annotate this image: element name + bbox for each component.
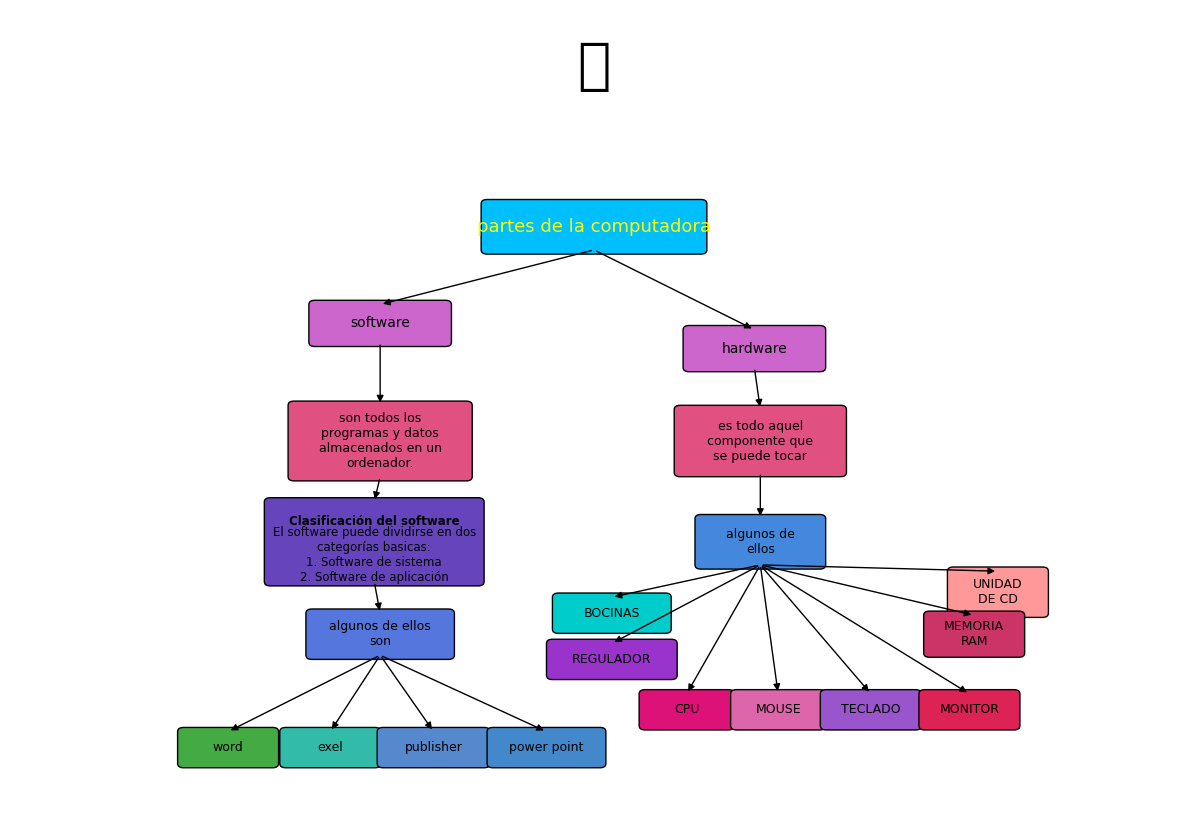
Text: 🖥: 🖥 xyxy=(577,40,611,94)
Text: UNIDAD
DE CD: UNIDAD DE CD xyxy=(973,578,1023,606)
Text: MONITOR: MONITOR xyxy=(940,703,999,717)
FancyBboxPatch shape xyxy=(264,497,485,586)
FancyBboxPatch shape xyxy=(947,567,1048,617)
Text: word: word xyxy=(213,741,244,754)
FancyBboxPatch shape xyxy=(731,690,826,730)
FancyBboxPatch shape xyxy=(178,727,278,768)
FancyBboxPatch shape xyxy=(378,727,489,768)
FancyBboxPatch shape xyxy=(695,514,826,570)
FancyBboxPatch shape xyxy=(546,639,677,680)
Text: publisher: publisher xyxy=(405,741,462,754)
Text: Clasificación del software: Clasificación del software xyxy=(289,516,460,528)
FancyBboxPatch shape xyxy=(639,690,734,730)
Text: software: software xyxy=(350,317,410,330)
FancyBboxPatch shape xyxy=(552,593,671,633)
FancyBboxPatch shape xyxy=(287,402,472,480)
Text: son todos los
programas y datos
almacenados en un
ordenador.: son todos los programas y datos almacena… xyxy=(318,412,442,470)
Text: es todo aquel
componente que
se puede tocar: es todo aquel componente que se puede to… xyxy=(707,419,814,463)
Text: algunos de ellos
son: algunos de ellos son xyxy=(329,620,431,648)
FancyBboxPatch shape xyxy=(307,609,454,659)
Text: El software puede dividirse en dos
categorías basicas:
1. Software de sistema
2.: El software puede dividirse en dos categ… xyxy=(272,527,476,585)
FancyBboxPatch shape xyxy=(683,325,826,371)
Text: partes de la computadora: partes de la computadora xyxy=(478,218,710,236)
Text: TECLADO: TECLADO xyxy=(841,703,901,717)
FancyBboxPatch shape xyxy=(487,727,606,768)
Text: REGULADOR: REGULADOR xyxy=(573,653,651,666)
FancyBboxPatch shape xyxy=(924,612,1024,657)
FancyBboxPatch shape xyxy=(481,200,707,254)
FancyBboxPatch shape xyxy=(920,690,1019,730)
FancyBboxPatch shape xyxy=(675,406,846,477)
Text: hardware: hardware xyxy=(721,342,788,355)
Text: BOCINAS: BOCINAS xyxy=(583,606,640,620)
FancyBboxPatch shape xyxy=(820,690,922,730)
Text: MEMORIA
RAM: MEMORIA RAM xyxy=(944,620,1004,648)
Text: algunos de
ellos: algunos de ellos xyxy=(726,528,795,556)
Text: MOUSE: MOUSE xyxy=(756,703,801,717)
Text: exel: exel xyxy=(317,741,343,754)
Text: power point: power point xyxy=(510,741,583,754)
FancyBboxPatch shape xyxy=(309,301,451,346)
Text: CPU: CPU xyxy=(674,703,700,717)
FancyBboxPatch shape xyxy=(280,727,380,768)
